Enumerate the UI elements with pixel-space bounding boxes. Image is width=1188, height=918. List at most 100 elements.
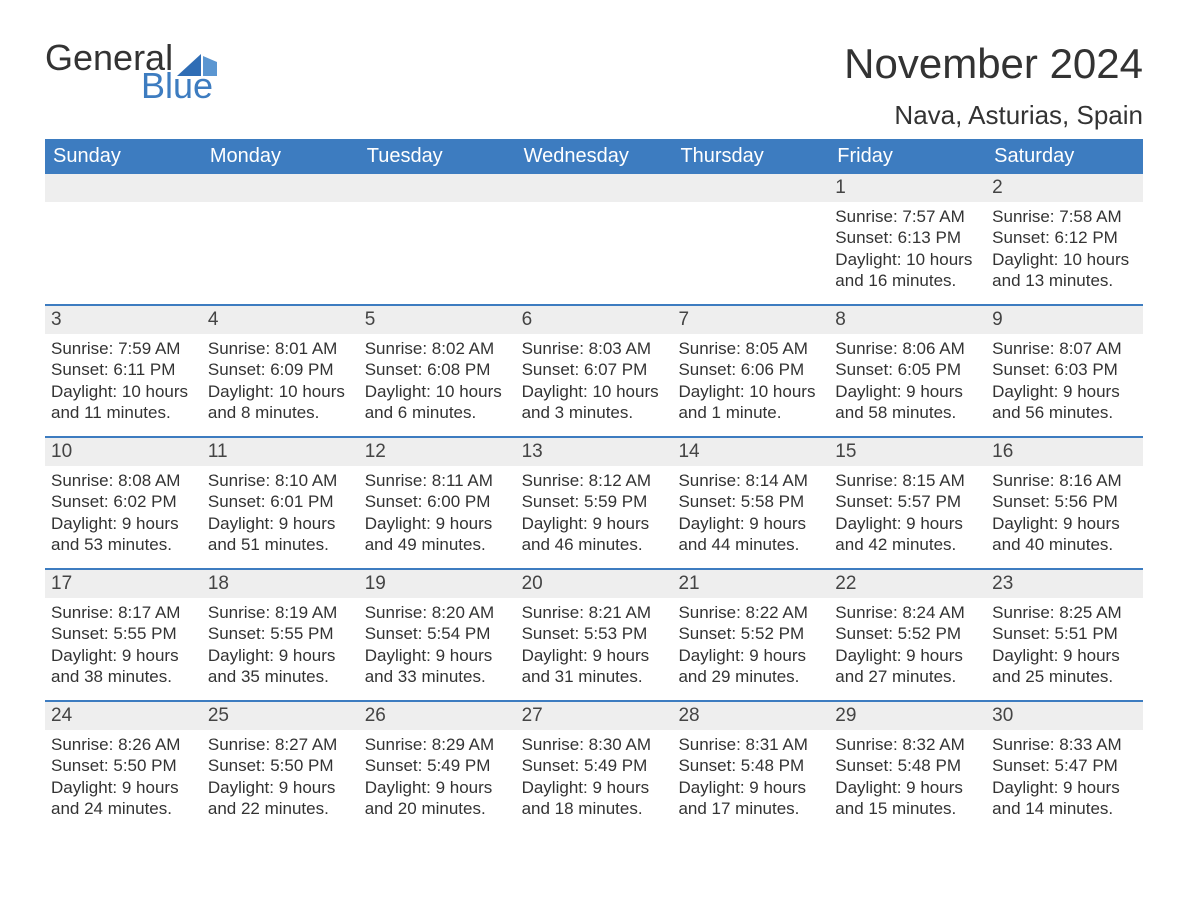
daylight-text-2: and 46 minutes.	[522, 534, 667, 555]
sunrise-text: Sunrise: 8:01 AM	[208, 338, 353, 359]
daylight-text-1: Daylight: 9 hours	[992, 513, 1137, 534]
sunset-text: Sunset: 5:48 PM	[678, 755, 823, 776]
daylight-text-2: and 38 minutes.	[51, 666, 196, 687]
sunrise-text: Sunrise: 8:05 AM	[678, 338, 823, 359]
daylight-text-1: Daylight: 9 hours	[678, 645, 823, 666]
daylight-text-2: and 22 minutes.	[208, 798, 353, 819]
day-number: 9	[986, 306, 1143, 334]
day-cell: 8Sunrise: 8:06 AMSunset: 6:05 PMDaylight…	[829, 306, 986, 436]
day-number: 10	[45, 438, 202, 466]
day-cell: 15Sunrise: 8:15 AMSunset: 5:57 PMDayligh…	[829, 438, 986, 568]
sunset-text: Sunset: 5:58 PM	[678, 491, 823, 512]
day-details: Sunrise: 8:11 AMSunset: 6:00 PMDaylight:…	[359, 466, 516, 563]
day-number: 30	[986, 702, 1143, 730]
daylight-text-1: Daylight: 9 hours	[51, 777, 196, 798]
weekday-header: Thursday	[672, 139, 829, 174]
day-details: Sunrise: 8:31 AMSunset: 5:48 PMDaylight:…	[672, 730, 829, 827]
day-number: 22	[829, 570, 986, 598]
daylight-text-2: and 18 minutes.	[522, 798, 667, 819]
day-details: Sunrise: 8:17 AMSunset: 5:55 PMDaylight:…	[45, 598, 202, 695]
sunrise-text: Sunrise: 8:26 AM	[51, 734, 196, 755]
day-cell	[516, 174, 673, 304]
week-row: 17Sunrise: 8:17 AMSunset: 5:55 PMDayligh…	[45, 568, 1143, 700]
day-cell: 20Sunrise: 8:21 AMSunset: 5:53 PMDayligh…	[516, 570, 673, 700]
day-cell: 30Sunrise: 8:33 AMSunset: 5:47 PMDayligh…	[986, 702, 1143, 832]
day-details: Sunrise: 8:12 AMSunset: 5:59 PMDaylight:…	[516, 466, 673, 563]
sunrise-text: Sunrise: 8:03 AM	[522, 338, 667, 359]
sunset-text: Sunset: 5:48 PM	[835, 755, 980, 776]
sunrise-text: Sunrise: 8:33 AM	[992, 734, 1137, 755]
day-details: Sunrise: 8:06 AMSunset: 6:05 PMDaylight:…	[829, 334, 986, 431]
day-details: Sunrise: 8:03 AMSunset: 6:07 PMDaylight:…	[516, 334, 673, 431]
day-details: Sunrise: 8:02 AMSunset: 6:08 PMDaylight:…	[359, 334, 516, 431]
daylight-text-1: Daylight: 10 hours	[51, 381, 196, 402]
sunrise-text: Sunrise: 8:12 AM	[522, 470, 667, 491]
sunrise-text: Sunrise: 8:10 AM	[208, 470, 353, 491]
sunrise-text: Sunrise: 8:20 AM	[365, 602, 510, 623]
day-cell: 22Sunrise: 8:24 AMSunset: 5:52 PMDayligh…	[829, 570, 986, 700]
daylight-text-1: Daylight: 10 hours	[678, 381, 823, 402]
daylight-text-1: Daylight: 9 hours	[992, 381, 1137, 402]
sunset-text: Sunset: 5:54 PM	[365, 623, 510, 644]
daylight-text-2: and 20 minutes.	[365, 798, 510, 819]
day-number: 13	[516, 438, 673, 466]
month-title: November 2024	[844, 40, 1143, 88]
day-details: Sunrise: 7:58 AMSunset: 6:12 PMDaylight:…	[986, 202, 1143, 299]
brand-word-2: Blue	[141, 68, 217, 104]
heading-block: November 2024 Nava, Asturias, Spain	[844, 40, 1143, 131]
sunset-text: Sunset: 5:55 PM	[208, 623, 353, 644]
daylight-text-2: and 49 minutes.	[365, 534, 510, 555]
day-number	[45, 174, 202, 202]
day-details: Sunrise: 8:22 AMSunset: 5:52 PMDaylight:…	[672, 598, 829, 695]
daylight-text-2: and 42 minutes.	[835, 534, 980, 555]
day-number: 23	[986, 570, 1143, 598]
sunrise-text: Sunrise: 8:16 AM	[992, 470, 1137, 491]
daylight-text-1: Daylight: 9 hours	[51, 513, 196, 534]
day-details: Sunrise: 8:08 AMSunset: 6:02 PMDaylight:…	[45, 466, 202, 563]
day-number: 17	[45, 570, 202, 598]
day-cell: 10Sunrise: 8:08 AMSunset: 6:02 PMDayligh…	[45, 438, 202, 568]
sunrise-text: Sunrise: 8:24 AM	[835, 602, 980, 623]
day-cell	[359, 174, 516, 304]
sunrise-text: Sunrise: 8:32 AM	[835, 734, 980, 755]
sunset-text: Sunset: 5:52 PM	[678, 623, 823, 644]
sunrise-text: Sunrise: 8:17 AM	[51, 602, 196, 623]
day-details: Sunrise: 8:24 AMSunset: 5:52 PMDaylight:…	[829, 598, 986, 695]
daylight-text-2: and 40 minutes.	[992, 534, 1137, 555]
day-cell: 19Sunrise: 8:20 AMSunset: 5:54 PMDayligh…	[359, 570, 516, 700]
week-row: 24Sunrise: 8:26 AMSunset: 5:50 PMDayligh…	[45, 700, 1143, 832]
daylight-text-1: Daylight: 9 hours	[835, 513, 980, 534]
daylight-text-1: Daylight: 10 hours	[365, 381, 510, 402]
sunset-text: Sunset: 6:05 PM	[835, 359, 980, 380]
day-cell: 6Sunrise: 8:03 AMSunset: 6:07 PMDaylight…	[516, 306, 673, 436]
sunset-text: Sunset: 5:51 PM	[992, 623, 1137, 644]
day-details: Sunrise: 8:19 AMSunset: 5:55 PMDaylight:…	[202, 598, 359, 695]
sunset-text: Sunset: 6:07 PM	[522, 359, 667, 380]
daylight-text-1: Daylight: 9 hours	[992, 777, 1137, 798]
weekday-header-row: Sunday Monday Tuesday Wednesday Thursday…	[45, 139, 1143, 174]
day-cell: 11Sunrise: 8:10 AMSunset: 6:01 PMDayligh…	[202, 438, 359, 568]
sunrise-text: Sunrise: 8:31 AM	[678, 734, 823, 755]
day-number: 14	[672, 438, 829, 466]
daylight-text-2: and 44 minutes.	[678, 534, 823, 555]
sunset-text: Sunset: 6:11 PM	[51, 359, 196, 380]
day-cell: 24Sunrise: 8:26 AMSunset: 5:50 PMDayligh…	[45, 702, 202, 832]
daylight-text-1: Daylight: 9 hours	[365, 777, 510, 798]
sunset-text: Sunset: 6:08 PM	[365, 359, 510, 380]
day-number	[516, 174, 673, 202]
weekday-header: Sunday	[45, 139, 202, 174]
day-number	[202, 174, 359, 202]
sunrise-text: Sunrise: 8:29 AM	[365, 734, 510, 755]
sunrise-text: Sunrise: 8:02 AM	[365, 338, 510, 359]
day-number: 26	[359, 702, 516, 730]
day-number: 16	[986, 438, 1143, 466]
day-cell: 5Sunrise: 8:02 AMSunset: 6:08 PMDaylight…	[359, 306, 516, 436]
sunrise-text: Sunrise: 8:19 AM	[208, 602, 353, 623]
day-details: Sunrise: 8:15 AMSunset: 5:57 PMDaylight:…	[829, 466, 986, 563]
sunset-text: Sunset: 5:49 PM	[365, 755, 510, 776]
daylight-text-2: and 25 minutes.	[992, 666, 1137, 687]
day-details: Sunrise: 8:05 AMSunset: 6:06 PMDaylight:…	[672, 334, 829, 431]
week-row: 1Sunrise: 7:57 AMSunset: 6:13 PMDaylight…	[45, 174, 1143, 304]
day-cell: 16Sunrise: 8:16 AMSunset: 5:56 PMDayligh…	[986, 438, 1143, 568]
daylight-text-1: Daylight: 9 hours	[678, 777, 823, 798]
